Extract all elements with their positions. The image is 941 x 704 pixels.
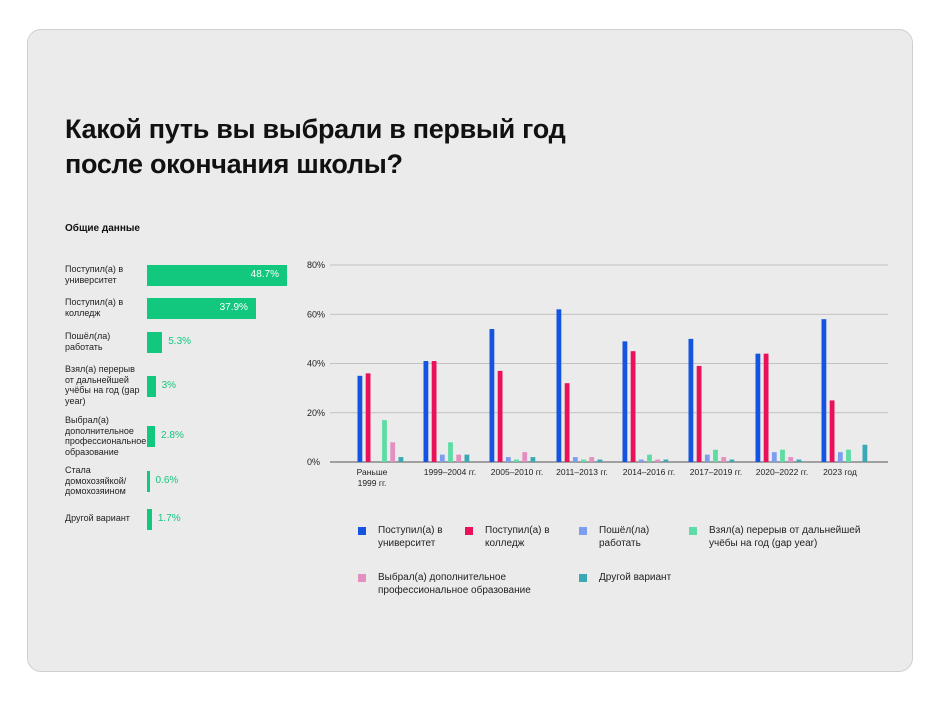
y-tick-label: 80% (307, 260, 325, 270)
bar (564, 383, 570, 462)
bar (357, 375, 363, 462)
overall-bar (147, 470, 150, 492)
bar (655, 459, 661, 462)
bar (688, 338, 694, 462)
x-tick-label: 1999 гг. (358, 478, 387, 488)
overall-value-label: 48.7% (250, 269, 279, 280)
legend-label: Пошёл(ла) работать (599, 525, 650, 549)
x-tick-label: 2014–2016 гг. (623, 467, 675, 477)
overall-label: Поступил(а) в колледж (65, 297, 124, 318)
legend-swatch (579, 574, 587, 582)
legend-label: Поступил(а) в университет (378, 525, 443, 549)
bar (497, 370, 503, 462)
overall-bar (147, 331, 163, 353)
bar (846, 449, 851, 462)
bar (522, 452, 528, 462)
bar (439, 454, 445, 462)
bar (431, 361, 437, 462)
bar (597, 459, 603, 462)
overall-bar (147, 375, 156, 397)
bar (663, 459, 669, 462)
legend-swatch (465, 527, 473, 535)
bar (390, 442, 396, 462)
bar (862, 444, 868, 462)
y-tick-label: 20% (307, 408, 325, 418)
overall-label: Пошёл(ла) работать (65, 331, 111, 352)
overall-bar (147, 508, 152, 530)
overall-value-label: 5.3% (168, 336, 192, 347)
bar (514, 459, 519, 462)
legend-label: Другой вариант (599, 572, 672, 583)
bar (713, 449, 718, 462)
x-tick-label: 1999–2004 гг. (424, 467, 476, 477)
chart-card (27, 29, 913, 672)
x-tick-label: Раньше (357, 467, 388, 477)
bar (837, 452, 843, 462)
bar (489, 329, 495, 462)
x-tick-label: 2011–2013 гг. (556, 467, 608, 477)
bar (729, 459, 735, 462)
overall-label: Другой вариант (65, 513, 130, 523)
overall-value-label: 1.7% (157, 513, 181, 524)
bar (505, 457, 511, 462)
legend-label: Выбрал(а) дополнительное профессионально… (378, 572, 531, 596)
bar (382, 420, 387, 462)
bar (622, 341, 628, 462)
overall-subtitle: Общие данные (65, 223, 140, 234)
bar (638, 459, 644, 462)
legend-swatch (689, 527, 697, 535)
bar (456, 454, 462, 462)
page-title: Какой путь вы выбрали в первый год после… (65, 114, 566, 179)
bar (763, 353, 769, 462)
bar (556, 309, 562, 462)
x-tick-label: 2020–2022 гг. (756, 467, 808, 477)
overall-value-label: 3% (161, 380, 177, 391)
overall-value-label: 0.6% (155, 475, 179, 486)
bar (530, 457, 536, 462)
overall-label: Поступил(а) в университет (65, 264, 124, 285)
bar (696, 365, 702, 462)
bar (581, 459, 586, 462)
bar (788, 457, 794, 462)
x-tick-label: 2023 год (823, 467, 857, 477)
legend-swatch (358, 527, 366, 535)
overall-label: Взял(а) перерыв от дальнейшей учёбы на г… (65, 364, 140, 406)
overall-value-label: 2.8% (161, 430, 184, 441)
bar (821, 319, 827, 462)
bar (755, 353, 761, 462)
bar (423, 361, 429, 462)
bar (464, 454, 470, 462)
overall-bar (147, 297, 256, 319)
bar (365, 373, 371, 462)
bar (721, 457, 727, 462)
y-tick-label: 0% (307, 457, 320, 467)
x-tick-label: 2005–2010 гг. (491, 467, 543, 477)
legend-label: Поступил(а) в колледж (485, 525, 550, 549)
bar (572, 457, 578, 462)
overall-label: Выбрал(а) дополнительное профессионально… (65, 415, 147, 457)
x-tick-label: 2017–2019 гг. (690, 467, 742, 477)
overall-label: Стала домохозяйкой/ домохозяином (65, 465, 127, 496)
overall-bar (147, 425, 156, 447)
bar (796, 459, 802, 462)
bar (448, 442, 453, 462)
bar (780, 449, 785, 462)
overall-bar (147, 264, 287, 286)
legend-swatch (579, 527, 587, 535)
bar (829, 400, 835, 462)
legend-swatch (358, 574, 366, 582)
y-tick-label: 40% (307, 359, 325, 369)
overall-value-label: 37.9% (219, 302, 248, 313)
bar (647, 454, 652, 462)
y-tick-label: 60% (307, 309, 325, 319)
bar (589, 457, 595, 462)
bar (704, 454, 710, 462)
bar (771, 452, 777, 462)
bar (398, 457, 404, 462)
legend-label: Взял(а) перерыв от дальнейшей учёбы на г… (709, 525, 861, 549)
bar (630, 351, 636, 462)
